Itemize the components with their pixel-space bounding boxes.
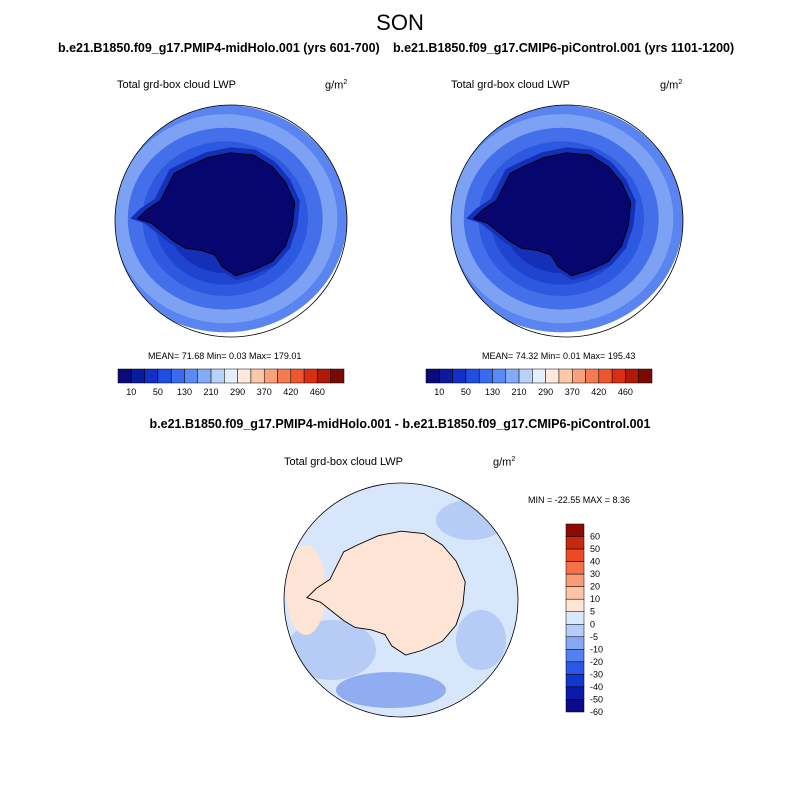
panel-left-case-title: b.e21.B1850.f09_g17.PMIP4-midHolo.001 (y… — [58, 41, 380, 55]
right-colorbar-label-1: 50 — [461, 387, 471, 397]
diff-colorbar-label-13: -50 — [590, 694, 603, 704]
diff-colorbar-label-14: -60 — [590, 707, 603, 717]
right-map-border — [450, 104, 684, 338]
diff-colorbar-label-8: -5 — [590, 632, 598, 642]
diff-colorbar-box-14 — [565, 699, 585, 713]
left-colorbar-label-1: 50 — [153, 387, 163, 397]
left-map-border — [114, 104, 348, 338]
diff-negative-patch-1 — [286, 620, 376, 680]
panel-right-variable-label: Total grd-box cloud LWP — [451, 79, 571, 91]
left-colorbar-label-6: 420 — [283, 387, 298, 397]
diff-colorbar-label-1: 50 — [590, 544, 600, 554]
left-field — [115, 105, 347, 333]
right-antarctica-coastline — [472, 152, 632, 277]
diff-colorbar-label-0: 60 — [590, 532, 600, 542]
right-colorbar-label-2: 130 — [485, 387, 500, 397]
left-colorbar-label-2: 130 — [177, 387, 192, 397]
diff-negative-patch-3 — [336, 672, 446, 708]
right-colorbar-label-7: 460 — [618, 387, 633, 397]
units-base: g/m — [660, 79, 679, 92]
diff-case-title: b.e21.B1850.f09_g17.PMIP4-midHolo.001 - … — [149, 417, 651, 431]
diff-colorbar-box-12 — [565, 674, 585, 688]
right-colorbar-label-6: 420 — [591, 387, 606, 397]
units-base: g/m — [493, 456, 512, 469]
diff-colorbar-box-0 — [565, 523, 585, 537]
diff-colorbar-box-10 — [565, 649, 585, 663]
diff-negative-patch-4 — [456, 610, 506, 670]
diff-antarctica-coastline — [306, 530, 466, 656]
panel-right-units: g/m2 — [660, 79, 682, 92]
units-exponent: 2 — [343, 79, 348, 86]
diff-colorbar-box-4 — [565, 573, 585, 587]
panel-left-units: g/m2 — [325, 79, 347, 92]
diff-units: g/m2 — [493, 456, 515, 469]
units-exponent: 2 — [678, 79, 683, 86]
diff-colorbar-box-8 — [565, 624, 585, 638]
right-field — [451, 105, 683, 333]
diff-colorbar-box-9 — [565, 636, 585, 650]
diff-colorbar-box-7 — [565, 611, 585, 625]
diff-colorbar-label-11: -30 — [590, 669, 603, 679]
right-colorbar-label-5: 370 — [565, 387, 580, 397]
diff-colorbar-box-1 — [565, 536, 585, 550]
diff-colorbar-label-9: -10 — [590, 644, 603, 654]
units-exponent: 2 — [511, 456, 516, 463]
left-antarctica-coastline — [136, 152, 296, 277]
panel-left-stats: MEAN= 71.68 Min= 0.03 Max= 179.01 — [148, 351, 302, 361]
diff-colorbar-label-3: 30 — [590, 569, 600, 579]
left-colorbar-label-3: 210 — [204, 387, 219, 397]
units-base: g/m — [325, 79, 344, 92]
right-colorbar-label-0: 10 — [434, 387, 444, 397]
diff-colorbar-box-11 — [565, 661, 585, 675]
right-colorbar-box-16 — [638, 368, 653, 384]
diff-map-border — [283, 482, 519, 718]
left-colorbar-box-16 — [330, 368, 345, 384]
diff-colorbar-label-5: 10 — [590, 594, 600, 604]
diff-colorbar-label-12: -40 — [590, 682, 603, 692]
diff-variable-label: Total grd-box cloud LWP — [284, 456, 404, 468]
left-colorbar-label-5: 370 — [257, 387, 272, 397]
left-colorbar-label-4: 290 — [230, 387, 245, 397]
panel-left-variable-label: Total grd-box cloud LWP — [117, 79, 237, 91]
diff-colorbar-box-3 — [565, 561, 585, 575]
diff-colorbar-box-5 — [565, 586, 585, 600]
diff-stats: MIN = -22.55 MAX = 8.36 — [528, 495, 631, 505]
panel-right-stats: MEAN= 74.32 Min= 0.01 Max= 195.43 — [482, 351, 636, 361]
figure-title: SON — [376, 10, 424, 35]
diff-colorbar-box-2 — [565, 548, 585, 562]
diff-colorbar-label-2: 40 — [590, 557, 600, 567]
diff-positive-patch-1 — [286, 545, 326, 635]
diff-colorbar-label-6: 5 — [590, 607, 595, 617]
diff-colorbar-label-10: -20 — [590, 657, 603, 667]
left-colorbar-label-7: 460 — [310, 387, 325, 397]
left-colorbar-label-0: 10 — [126, 387, 136, 397]
diff-colorbar-box-6 — [565, 598, 585, 612]
diff-colorbar-label-4: 20 — [590, 582, 600, 592]
diff-colorbar-box-13 — [565, 686, 585, 700]
right-colorbar-label-4: 290 — [538, 387, 553, 397]
right-colorbar-label-3: 210 — [512, 387, 527, 397]
panel-right-case-title: b.e21.B1850.f09_g17.CMIP6-piControl.001 … — [393, 41, 735, 55]
diff-colorbar-label-7: 0 — [590, 619, 595, 629]
